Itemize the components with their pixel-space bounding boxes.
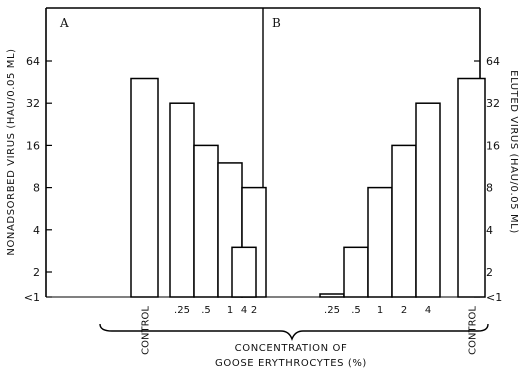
y-tick-label-right: 16 xyxy=(486,139,500,152)
category-label: 4 xyxy=(425,305,431,316)
y-tick-label-right: 64 xyxy=(486,55,500,68)
category-label: 1 xyxy=(377,305,383,316)
bar-concentration-p25 xyxy=(169,102,195,298)
y-tick-label-left: 2 xyxy=(33,266,40,279)
category-label: 4 xyxy=(241,305,247,316)
category-label: 2 xyxy=(251,305,257,316)
bar-concentration-2 xyxy=(391,144,417,298)
y-axis-label-left: NONADSORBED VIRUS (HAU/0.05 ML) xyxy=(6,48,17,255)
category-label: 1 xyxy=(227,305,233,316)
category-label: .5 xyxy=(351,305,361,316)
y-tick-label-right: 8 xyxy=(486,182,493,195)
category-label: 2 xyxy=(401,305,407,316)
left-axis: 64 32 16 8 4 2 <1 xyxy=(24,55,52,304)
x-axis-label-line1: CONCENTRATION OF xyxy=(235,343,348,354)
y-tick-label-left: 8 xyxy=(33,182,40,195)
category-label-control: CONTROL xyxy=(141,306,152,355)
panel-label-a: A xyxy=(59,16,69,30)
category-labels: CONTROL .25.5 1 24.25.5 1 2 4 CONTROL xyxy=(141,305,479,355)
bar-concentration-4 xyxy=(231,246,257,298)
category-label-control: CONTROL xyxy=(468,306,479,355)
bar-control xyxy=(457,77,486,298)
bar-concentration-1 xyxy=(367,186,393,298)
y-tick-label-left: 16 xyxy=(26,139,40,152)
bar-concentration-p5 xyxy=(343,246,369,298)
category-label: .25 xyxy=(324,305,340,316)
panel-label-b: B xyxy=(272,16,281,30)
y-tick-label-right: <1 xyxy=(486,291,502,304)
bar-concentration-p5 xyxy=(193,144,219,298)
y-tick-label-left: 4 xyxy=(33,224,40,237)
category-label: .25 xyxy=(174,305,190,316)
y-tick-label-right: 2 xyxy=(486,266,493,279)
y-tick-label-left: 32 xyxy=(26,97,40,110)
y-tick-label-left: <1 xyxy=(24,291,40,304)
bars-panel-b xyxy=(319,77,486,298)
bar-concentration-4 xyxy=(415,102,441,298)
bars-panel-a xyxy=(130,77,267,298)
y-axis-label-right: ELUTED VIRUS (HAU/0.05 ML) xyxy=(508,70,519,234)
x-axis-label-line2: GOOSE ERYTHROCYTES (%) xyxy=(215,358,367,369)
bar-concentration-p25 xyxy=(319,293,345,298)
category-label: .5 xyxy=(201,305,211,316)
y-tick-label-right: 32 xyxy=(486,97,500,110)
curly-brace xyxy=(99,323,489,341)
bar-control xyxy=(130,77,159,298)
y-tick-label-right: 4 xyxy=(486,224,493,237)
y-tick-label-left: 64 xyxy=(26,55,40,68)
